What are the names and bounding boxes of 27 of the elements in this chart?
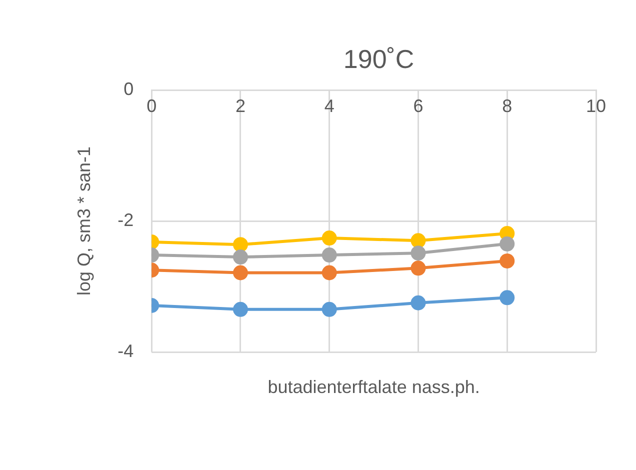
point <box>322 302 337 317</box>
x-tick-label: 0 <box>146 96 157 116</box>
point <box>500 253 515 268</box>
point <box>232 265 248 280</box>
point <box>232 250 248 265</box>
x-tick-label: 2 <box>235 96 246 116</box>
x-tick-label: 6 <box>413 96 424 116</box>
point <box>410 295 426 310</box>
x-axis-title: butadienterftalate nass.ph. <box>268 376 480 397</box>
point <box>500 290 515 306</box>
point <box>232 237 248 252</box>
point <box>322 248 337 263</box>
x-tick-label: 8 <box>502 96 512 116</box>
point <box>322 230 337 246</box>
chart-title: 190˚C <box>343 44 414 74</box>
point <box>410 246 426 261</box>
y-axis-title: log Q, sm3 * san-1 <box>74 146 94 296</box>
x-tick-label: 10 <box>586 96 606 116</box>
y-tick-label: 0 <box>124 78 134 99</box>
point <box>410 233 426 248</box>
y-tick-label: -2 <box>118 210 134 230</box>
point <box>500 236 515 252</box>
point <box>232 302 248 317</box>
y-tick-label: -4 <box>118 340 134 361</box>
x-tick-label: 4 <box>324 96 334 116</box>
point <box>322 265 337 280</box>
point <box>410 260 426 276</box>
